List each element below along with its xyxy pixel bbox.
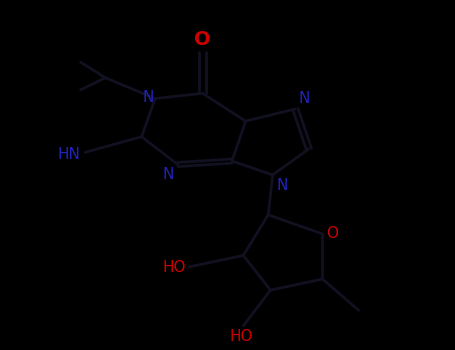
- Text: O: O: [194, 30, 211, 49]
- Text: N: N: [163, 167, 174, 182]
- Text: HO: HO: [229, 329, 253, 344]
- Text: N: N: [299, 91, 310, 105]
- Text: O: O: [326, 226, 338, 241]
- Text: HN: HN: [58, 147, 81, 162]
- Text: HO: HO: [162, 260, 186, 275]
- Text: N: N: [276, 178, 288, 193]
- Text: N: N: [143, 90, 154, 105]
